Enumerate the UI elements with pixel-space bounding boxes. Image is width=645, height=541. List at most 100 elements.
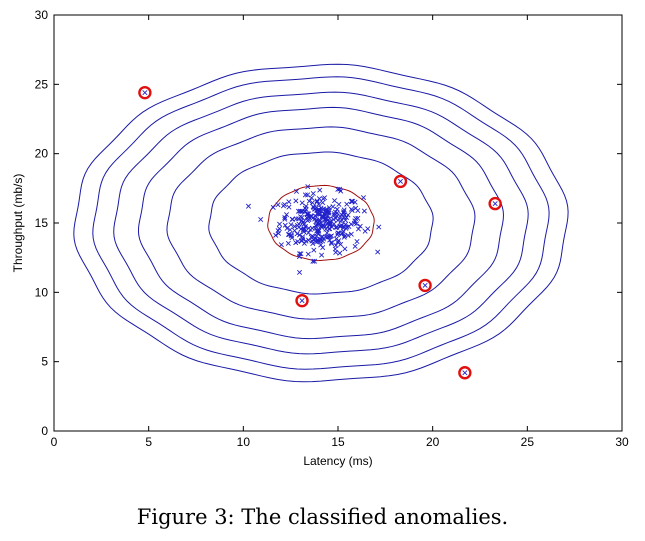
anomaly-marker xyxy=(488,196,502,211)
data-point xyxy=(312,213,319,219)
data-point xyxy=(296,254,302,260)
data-point xyxy=(301,226,307,233)
data-point xyxy=(360,195,367,201)
data-point xyxy=(365,226,371,232)
data-point xyxy=(314,199,320,205)
data-point xyxy=(320,200,326,206)
y-axis-label: Throughput (mb/s) xyxy=(11,174,25,273)
data-point xyxy=(329,241,335,247)
data-point xyxy=(323,226,329,232)
x-tick-label: 0 xyxy=(51,435,58,449)
data-point xyxy=(275,202,281,208)
data-point xyxy=(309,200,315,206)
data-point xyxy=(305,251,311,257)
x-tick-label: 20 xyxy=(426,435,440,449)
data-point xyxy=(344,201,350,207)
data-point xyxy=(286,199,292,205)
data-point xyxy=(319,252,325,258)
data-point xyxy=(258,216,264,223)
data-point xyxy=(303,238,309,244)
data-point xyxy=(293,198,299,204)
data-point xyxy=(341,234,347,240)
data-point xyxy=(282,215,288,221)
data-point xyxy=(331,221,337,227)
x-axis-label: Latency (ms) xyxy=(303,454,372,468)
data-point xyxy=(306,211,312,217)
data-point xyxy=(348,198,354,204)
data-point xyxy=(309,195,315,201)
data-point xyxy=(302,224,308,230)
y-tick-label: 5 xyxy=(41,355,48,369)
data-point xyxy=(282,222,288,228)
data-point xyxy=(361,208,367,214)
data-point xyxy=(327,218,333,225)
y-tick-label: 20 xyxy=(35,147,49,161)
data-point xyxy=(277,221,283,227)
data-point xyxy=(287,227,293,233)
data-point xyxy=(286,204,292,210)
data-point xyxy=(335,186,341,192)
data-point xyxy=(337,250,343,256)
data-point xyxy=(293,188,299,194)
data-point xyxy=(315,237,321,243)
data-point xyxy=(290,216,296,222)
data-point xyxy=(284,212,290,218)
data-point xyxy=(330,204,336,210)
data-point xyxy=(305,184,311,190)
density-contour xyxy=(113,91,529,355)
data-point xyxy=(289,235,295,241)
data-point xyxy=(314,198,320,204)
data-point xyxy=(292,228,298,234)
data-point xyxy=(310,258,316,264)
anomaly-point xyxy=(462,370,468,376)
anomaly-marker xyxy=(138,85,152,100)
data-point xyxy=(357,223,363,229)
data-point xyxy=(312,206,318,212)
data-point xyxy=(352,218,358,224)
anomaly-marker xyxy=(295,293,309,308)
figure-caption: Figure 3: The classified anomalies. xyxy=(136,505,509,529)
data-point xyxy=(297,232,303,238)
anomaly-chart: 0 5 10 15 20 25 30 0 5 10 15 20 25 30 Latency (ms) Th… xyxy=(11,8,629,468)
data-point xyxy=(340,210,346,216)
data-point xyxy=(288,232,294,238)
data-point xyxy=(320,213,326,219)
data-point xyxy=(302,192,308,198)
data-point xyxy=(292,223,298,229)
data-point xyxy=(332,198,338,204)
data-point xyxy=(333,225,339,231)
y-tick-label: 0 xyxy=(41,424,48,438)
data-point xyxy=(316,218,322,224)
data-point xyxy=(308,234,314,240)
data-point xyxy=(335,230,341,236)
density-contour xyxy=(166,126,476,320)
data-point xyxy=(305,192,311,198)
data-point xyxy=(318,234,324,240)
data-point xyxy=(317,187,323,193)
data-point xyxy=(305,218,311,224)
data-point xyxy=(334,232,341,238)
data-point xyxy=(355,226,361,232)
data-point xyxy=(302,209,308,215)
density-contour xyxy=(208,151,434,295)
data-point xyxy=(288,222,294,228)
data-point xyxy=(328,233,335,239)
data-point xyxy=(282,216,288,222)
data-point xyxy=(325,208,331,214)
data-point xyxy=(298,251,304,257)
data-point xyxy=(375,249,381,255)
data-point xyxy=(331,212,337,218)
data-point xyxy=(310,190,316,196)
data-point xyxy=(322,195,328,201)
data-point xyxy=(297,269,303,275)
data-point xyxy=(300,219,306,225)
data-point xyxy=(342,217,349,223)
data-point xyxy=(342,246,348,252)
data-point xyxy=(309,225,315,231)
data-point xyxy=(286,231,292,238)
data-point xyxy=(312,258,318,264)
data-point xyxy=(348,206,354,212)
data-point xyxy=(320,238,326,244)
data-point xyxy=(300,234,306,240)
density-contour xyxy=(92,76,550,370)
